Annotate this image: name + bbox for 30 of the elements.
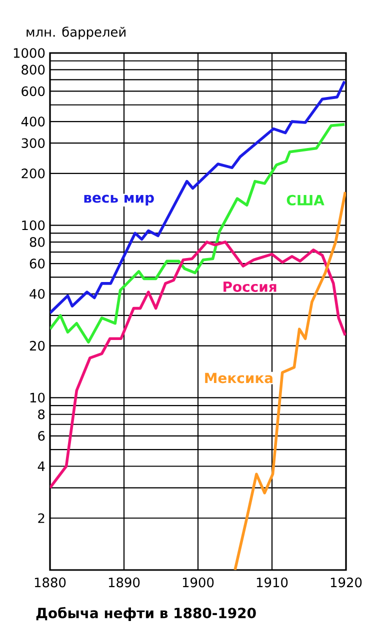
series-label: Россия <box>224 282 276 292</box>
y-tick-label: 20 <box>30 340 45 351</box>
y-tick-label: 6 <box>38 431 45 441</box>
y-axis-title: млн. баррелей <box>26 26 126 40</box>
series-label: США <box>286 194 324 206</box>
y-tick-label: 600 <box>22 86 45 96</box>
line-series <box>50 123 346 344</box>
x-tick-label: 1920 <box>330 578 362 588</box>
y-tick-label: 60 <box>30 258 45 268</box>
line-series <box>50 240 346 490</box>
line-series <box>50 80 346 314</box>
x-tick-label: 1880 <box>34 578 66 588</box>
y-tick-label: 2 <box>38 513 44 523</box>
y-tick-label: 300 <box>22 138 45 148</box>
x-tick-label: 1910 <box>256 578 288 588</box>
y-tick-label: 800 <box>22 64 45 75</box>
y-tick-label: 4 <box>38 462 45 471</box>
y-tick-label: 40 <box>30 289 45 299</box>
x-tick-label: 1900 <box>182 578 214 588</box>
series-label: Мексика <box>205 372 272 384</box>
series-label: весь мир <box>84 194 154 206</box>
y-tick-label: 100 <box>22 220 45 230</box>
y-tick-label: 400 <box>21 116 45 126</box>
y-tick-label: 200 <box>22 168 45 178</box>
y-tick-label: 1000 <box>14 48 45 58</box>
y-tick-label: 10 <box>30 392 45 403</box>
x-tick-label: 1890 <box>108 578 140 588</box>
text: Добыча нефти в 1880-1920 <box>36 607 256 621</box>
y-tick-label: 8 <box>38 409 45 420</box>
y-tick-label: 80 <box>30 237 45 247</box>
